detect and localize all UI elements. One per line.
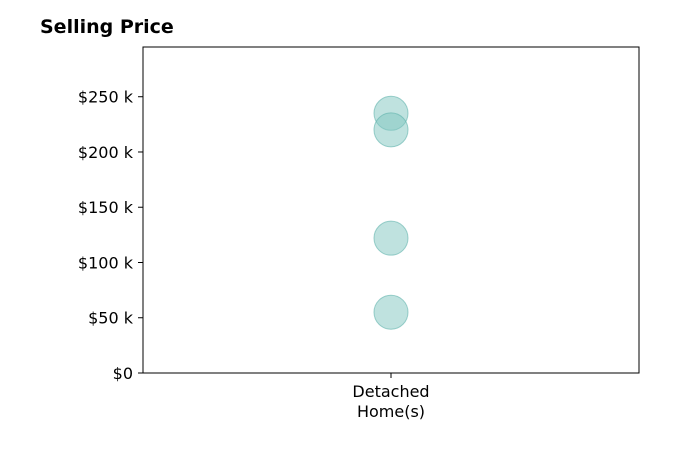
y-tick-label: $200 k [78,143,134,162]
y-tick-label: $150 k [78,198,134,217]
plot-area-frame [142,46,640,374]
y-tick-label: $250 k [78,88,134,107]
x-axis: Detached Home(s) [352,373,430,421]
y-tick-label: $0 [113,364,133,383]
x-tick-label: Detached Home(s) [352,382,429,421]
y-axis: $0 $50 k $100 k $150 k $200 k $250 k [78,88,143,383]
y-tick-label: $100 k [78,253,134,272]
y-tick-label: $50 k [88,309,134,328]
data-point [373,220,409,256]
chart-title: Selling Price [40,16,174,38]
data-points [373,95,409,330]
data-point [373,294,409,330]
data-point [373,112,409,148]
